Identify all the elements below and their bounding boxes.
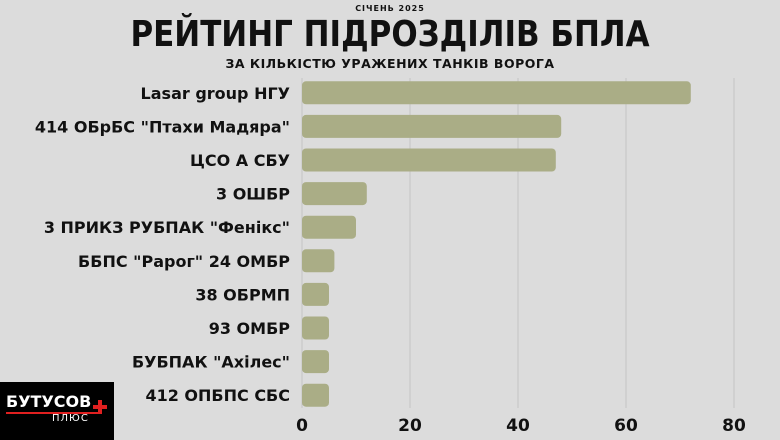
x-tick-label: 40 xyxy=(506,416,530,436)
x-tick-label: 80 xyxy=(722,416,746,436)
category-label: 38 ОБРМП xyxy=(195,285,290,304)
bar xyxy=(302,383,329,407)
x-axis-tick-labels: 0 20 40 60 80 xyxy=(296,416,746,436)
bar xyxy=(302,215,356,239)
category-label: Lasar group НГУ xyxy=(141,84,290,103)
plus-icon xyxy=(93,400,107,414)
category-label: 3 ПРИКЗ РУБПАК "Фенікс" xyxy=(44,218,290,237)
category-labels: Lasar group НГУ 414 ОБрБС "Птахи Мадяра" Ц… xyxy=(35,84,290,405)
logo-text: БУТУСОВ xyxy=(6,392,92,411)
category-label: БУБПАК "Ахілес" xyxy=(132,353,290,372)
x-tick-label: 0 xyxy=(296,416,308,436)
x-tick-label: 20 xyxy=(398,416,422,436)
chart-title: РЕЙТИНГ ПІДРОЗДІЛІВ БПЛА xyxy=(130,14,650,55)
bar xyxy=(302,182,367,206)
butusov-plus-logo: БУТУСОВ ПЛЮС xyxy=(0,382,114,440)
logo-subtext: ПЛЮС xyxy=(52,413,89,424)
category-label: ББПС "Рарог" 24 ОМБР xyxy=(78,252,290,271)
x-tick-label: 60 xyxy=(614,416,638,436)
logo-underline xyxy=(6,412,98,414)
bar xyxy=(302,81,691,105)
bars xyxy=(302,81,691,407)
category-label: 93 ОМБР xyxy=(209,319,291,338)
bar xyxy=(302,114,562,138)
category-label: ЦСО А СБУ xyxy=(190,151,290,170)
chart-date: СІЧЕНЬ 2025 xyxy=(355,4,425,13)
category-label: 412 ОПБПС СБС xyxy=(145,386,290,405)
bar xyxy=(302,148,556,172)
bar xyxy=(302,350,329,374)
bar xyxy=(302,282,329,306)
bar xyxy=(302,316,329,340)
category-label: 414 ОБрБС "Птахи Мадяра" xyxy=(35,117,290,136)
bar xyxy=(302,249,335,273)
category-label: 3 ОШБР xyxy=(216,185,290,204)
chart-subtitle: ЗА КІЛЬКІСТЮ УРАЖЕНИХ ТАНКІВ ВОРОГА xyxy=(225,56,555,71)
